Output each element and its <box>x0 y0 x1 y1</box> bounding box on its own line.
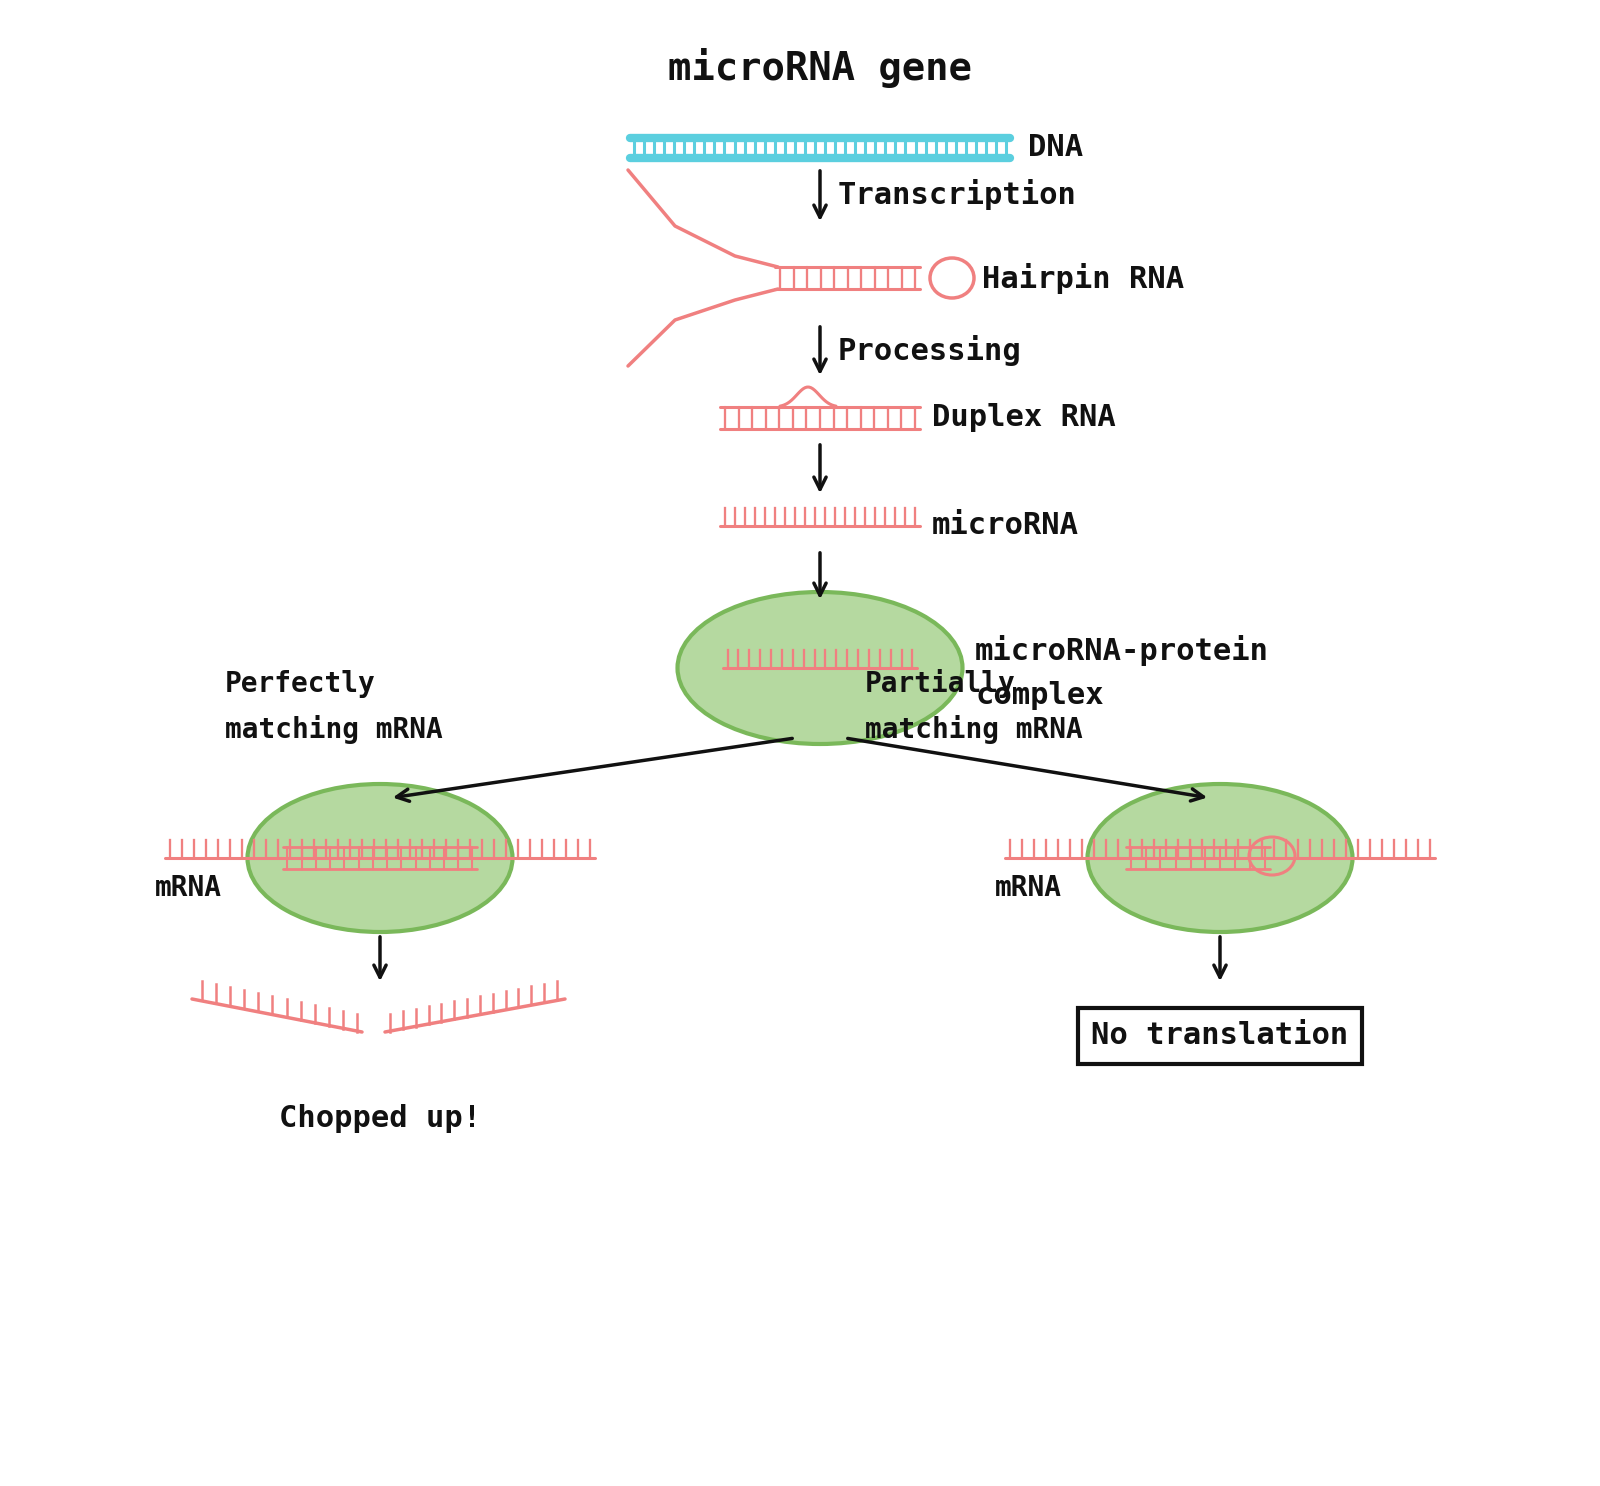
Text: Chopped up!: Chopped up! <box>278 1104 482 1132</box>
Text: Perfectly: Perfectly <box>226 670 376 698</box>
Text: microRNA-protein: microRNA-protein <box>974 635 1269 666</box>
Ellipse shape <box>248 785 512 932</box>
Text: Partially: Partially <box>866 670 1016 698</box>
Ellipse shape <box>677 591 963 744</box>
Text: microRNA: microRNA <box>931 511 1078 541</box>
Text: No translation: No translation <box>1091 1021 1349 1051</box>
Text: DNA: DNA <box>1027 134 1083 162</box>
Text: Hairpin RNA: Hairpin RNA <box>982 263 1184 294</box>
Text: Transcription: Transcription <box>838 178 1077 210</box>
Text: microRNA gene: microRNA gene <box>669 48 971 88</box>
Ellipse shape <box>1088 785 1352 932</box>
Text: Processing: Processing <box>838 334 1022 366</box>
Text: matching mRNA: matching mRNA <box>226 715 443 744</box>
Text: mRNA: mRNA <box>995 874 1062 902</box>
Text: mRNA: mRNA <box>155 874 222 902</box>
Text: complex: complex <box>974 682 1104 710</box>
Text: Duplex RNA: Duplex RNA <box>931 404 1115 432</box>
Text: matching mRNA: matching mRNA <box>866 715 1083 744</box>
